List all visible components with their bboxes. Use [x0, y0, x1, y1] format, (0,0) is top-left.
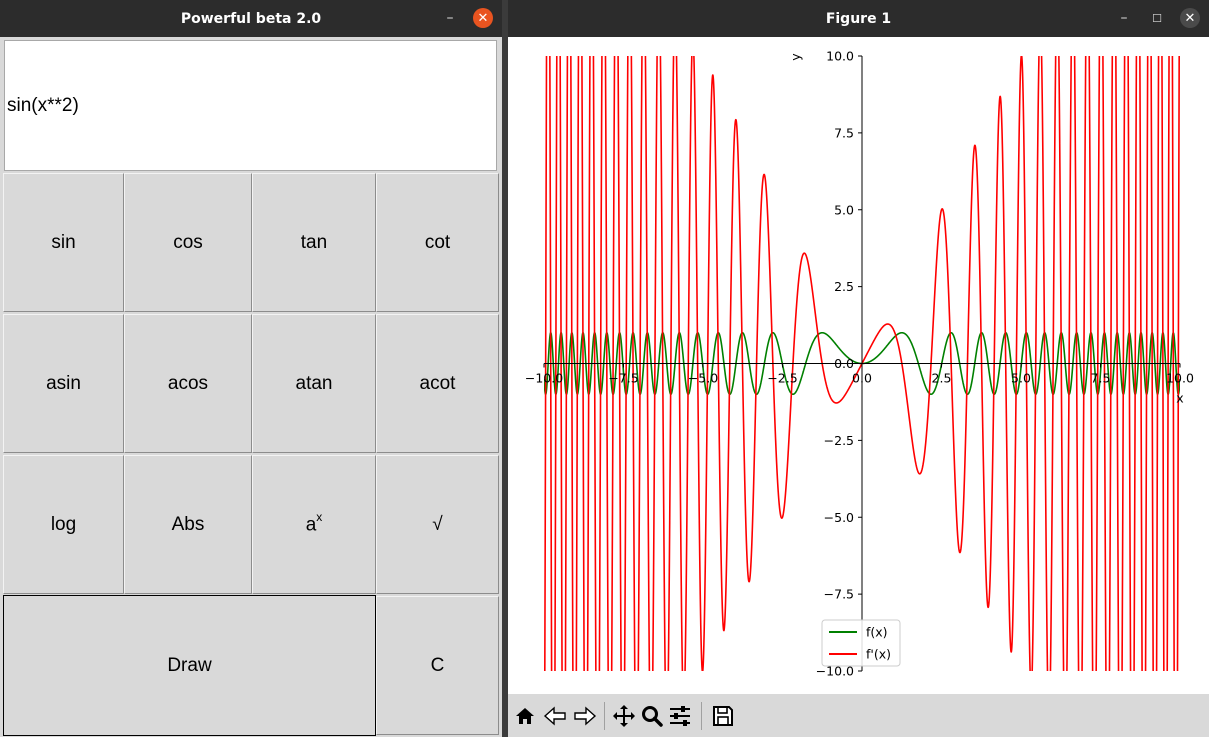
configure-subplots-icon — [670, 706, 690, 726]
sin-label: sin — [51, 231, 76, 253]
power-base: a — [305, 514, 317, 536]
figure-title: Figure 1 — [825, 10, 892, 27]
y-tick-label: 10.0 — [826, 49, 854, 64]
back-arrow-icon — [543, 706, 566, 726]
legend-layer: f(x) f'(x) — [821, 619, 901, 667]
home-icon — [516, 708, 534, 724]
x-tick-label: −10.0 — [525, 371, 563, 386]
atan-label: atan — [295, 372, 333, 394]
figure-titlebar[interactable]: Figure 1 – ☐ ✕ — [508, 0, 1209, 37]
log-button[interactable]: log — [3, 455, 124, 594]
close-button[interactable]: ✕ — [473, 8, 493, 28]
y-tick-label: 0.0 — [834, 356, 854, 371]
save-button[interactable] — [710, 703, 736, 729]
figure-close-button[interactable]: ✕ — [1180, 8, 1200, 28]
zoom-button[interactable] — [639, 703, 665, 729]
asin-button[interactable]: asin — [3, 314, 124, 453]
x-tick-label: 10.0 — [1166, 371, 1194, 386]
figure-minimize-button[interactable]: – — [1120, 10, 1128, 26]
figure-window: Figure 1 – ☐ ✕ −10.0 −7.5 −5.0 −2.5 0.0 2.5 5.… — [508, 0, 1209, 737]
y-tick-label: 2.5 — [834, 279, 854, 294]
abs-button[interactable]: Abs — [124, 455, 252, 594]
x-tick-label: −7.5 — [608, 371, 638, 386]
pan-button[interactable] — [611, 703, 637, 729]
expression-input[interactable] — [4, 40, 497, 171]
home-button[interactable] — [512, 703, 538, 729]
acos-button[interactable]: acos — [124, 314, 252, 453]
tan-label: tan — [300, 231, 328, 253]
log-label: log — [50, 513, 77, 535]
cot-button[interactable]: cot — [376, 173, 499, 312]
tan-button[interactable]: tan — [252, 173, 376, 312]
calculator-window: Powerful beta 2.0 – ✕ sin cos tan cot as… — [0, 0, 502, 737]
ticks-layer: −10.0 −7.5 −5.0 −2.5 0.0 2.5 5.0 7.5 10.0 −10.0 −7… — [525, 49, 1194, 679]
power-button[interactable]: ax — [252, 455, 376, 594]
clear-label: C — [430, 654, 445, 676]
sin-button[interactable]: sin — [3, 173, 124, 312]
x-tick-label: 7.5 — [1091, 371, 1111, 386]
abs-label: Abs — [171, 513, 205, 535]
x-tick-label: 5.0 — [1011, 371, 1031, 386]
y-axis-label: y — [788, 53, 803, 61]
y-tick-label: −7.5 — [824, 587, 854, 602]
draw-button[interactable]: Draw — [3, 595, 376, 736]
acos-label: acos — [167, 372, 209, 394]
atan-button[interactable]: atan — [252, 314, 376, 453]
back-button[interactable] — [542, 703, 568, 729]
y-tick-label: 7.5 — [834, 125, 854, 140]
legend-label: f(x) — [866, 625, 888, 640]
y-tick-label: −2.5 — [824, 433, 854, 448]
plot-canvas: −10.0 −7.5 −5.0 −2.5 0.0 2.5 5.0 7.5 10.0 −10.0 −7… — [525, 49, 1194, 679]
pan-icon — [613, 705, 635, 727]
figure-maximize-button[interactable]: ☐ — [1152, 11, 1162, 25]
figure-toolbar — [508, 694, 1209, 737]
cos-button[interactable]: cos — [124, 173, 252, 312]
toolbar-separator-2 — [701, 702, 702, 730]
x-tick-label: 0.0 — [852, 371, 872, 386]
sqrt-button[interactable]: √ — [376, 455, 499, 594]
forward-button[interactable] — [572, 703, 598, 729]
zoom-icon — [642, 706, 663, 727]
sqrt-label: √ — [432, 513, 443, 535]
cos-label: cos — [173, 231, 203, 253]
acot-label: acot — [419, 372, 456, 394]
toolbar-separator — [604, 702, 605, 730]
x-axis-label: x — [1176, 391, 1183, 406]
acot-button[interactable]: acot — [376, 314, 499, 453]
calculator-titlebar[interactable]: Powerful beta 2.0 – ✕ — [0, 0, 502, 37]
asin-label: asin — [46, 372, 81, 394]
draw-label: Draw — [167, 654, 212, 676]
calculator-title: Powerful beta 2.0 — [180, 10, 322, 27]
save-icon — [713, 706, 733, 726]
forward-arrow-icon — [574, 706, 597, 726]
y-tick-label: −10.0 — [816, 664, 854, 679]
x-tick-label: 2.5 — [932, 371, 952, 386]
clear-button[interactable]: C — [376, 596, 499, 735]
x-tick-label: −5.0 — [688, 371, 718, 386]
plot-area[interactable]: −10.0 −7.5 −5.0 −2.5 0.0 2.5 5.0 7.5 10.0 −10.0 −7… — [508, 37, 1209, 694]
legend-label: f'(x) — [866, 647, 891, 662]
cot-label: cot — [424, 231, 451, 253]
y-tick-label: 5.0 — [834, 202, 854, 217]
power-label: ax — [305, 510, 323, 536]
minimize-button[interactable]: – — [446, 10, 454, 26]
power-exponent: x — [316, 510, 323, 525]
y-tick-label: −5.0 — [824, 510, 854, 525]
x-tick-label: −2.5 — [767, 371, 797, 386]
configure-subplots-button[interactable] — [667, 703, 693, 729]
